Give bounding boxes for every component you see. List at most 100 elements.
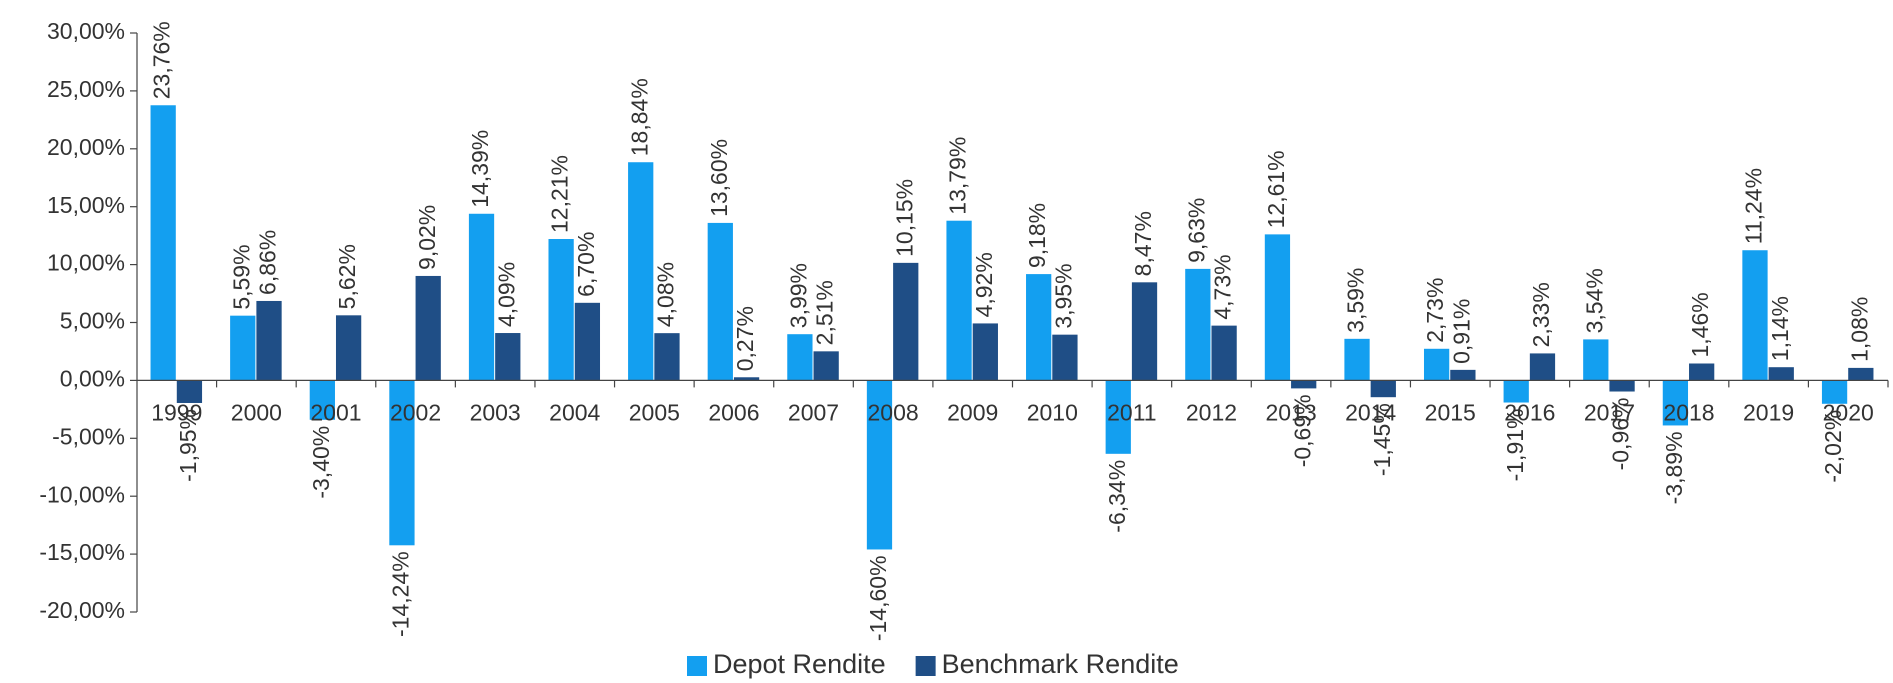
x-tick-label: 2017 <box>1584 399 1635 425</box>
x-tick-label: 2013 <box>1265 399 1316 425</box>
value-label: 6,86% <box>255 230 281 295</box>
value-label: 11,24% <box>1741 168 1767 244</box>
value-label: 5,62% <box>334 244 360 309</box>
bar <box>707 222 733 381</box>
value-label: 2,73% <box>1422 278 1448 343</box>
bar <box>1768 367 1794 381</box>
bar <box>1450 369 1476 381</box>
bar <box>1821 380 1848 404</box>
value-label: 9,02% <box>414 205 440 270</box>
bar <box>1689 363 1715 381</box>
bar <box>1344 338 1370 381</box>
value-label: 9,63% <box>1183 198 1209 263</box>
bar <box>733 377 760 381</box>
value-label: 9,18% <box>1024 203 1050 268</box>
value-label: 12,21% <box>547 155 573 233</box>
value-label: -1,95% <box>175 409 201 482</box>
value-label: 4,73% <box>1210 254 1236 319</box>
x-tick-label: 2000 <box>231 399 282 425</box>
bar <box>1291 380 1317 389</box>
bar <box>1026 274 1052 381</box>
bar <box>150 105 176 381</box>
value-label: 4,09% <box>493 262 519 327</box>
bar <box>1264 234 1291 381</box>
x-tick-label: 2004 <box>549 399 600 425</box>
value-label: 2,51% <box>812 280 838 345</box>
bar <box>548 239 574 381</box>
y-tick-label: 25,00% <box>47 76 125 102</box>
bar <box>1529 353 1556 381</box>
value-label: 1,46% <box>1687 292 1713 357</box>
bar <box>654 333 680 381</box>
value-label: -14,24% <box>388 551 414 637</box>
x-tick-label: 2005 <box>629 399 680 425</box>
value-label: -6,34% <box>1104 460 1130 533</box>
bar <box>972 323 998 381</box>
bar <box>1211 325 1237 381</box>
bar <box>628 162 654 381</box>
x-tick-label: 2008 <box>868 399 919 425</box>
x-tick-label: 2006 <box>708 399 759 425</box>
value-label: -2,02% <box>1820 410 1846 483</box>
x-tick-label: 2009 <box>947 399 998 425</box>
value-label: 1,08% <box>1846 297 1872 362</box>
x-tick-label: 2002 <box>390 399 441 425</box>
bar <box>1185 268 1211 381</box>
x-tick-label: 2015 <box>1425 399 1476 425</box>
bar <box>1131 282 1158 381</box>
value-label: -1,91% <box>1502 409 1528 482</box>
value-label: 13,79% <box>945 137 971 215</box>
x-tick-label: 2010 <box>1027 399 1078 425</box>
value-label: 23,76% <box>149 21 175 99</box>
value-label: -1,45% <box>1369 403 1395 476</box>
y-tick-label: 10,00% <box>47 250 125 276</box>
bar <box>787 334 813 381</box>
value-label: 3,54% <box>1581 268 1607 333</box>
value-label: 18,84% <box>626 78 652 156</box>
x-tick-label: 2016 <box>1504 399 1555 425</box>
value-label: 4,08% <box>653 262 679 327</box>
bar <box>893 262 919 381</box>
bar <box>813 351 839 381</box>
y-tick-label: -15,00% <box>39 539 125 565</box>
bar <box>389 380 415 546</box>
y-tick-label: 0,00% <box>60 365 125 391</box>
value-label: 3,99% <box>785 263 811 328</box>
value-label: 10,15% <box>891 179 917 257</box>
legend-swatch <box>915 656 936 676</box>
bar <box>866 380 893 550</box>
bar <box>176 380 203 403</box>
y-tick-label: 30,00% <box>47 18 125 44</box>
bar <box>495 333 521 381</box>
legend-label: Benchmark Rendite <box>942 649 1179 679</box>
bar <box>1105 380 1131 454</box>
bar <box>1423 348 1450 381</box>
legend-swatch <box>687 656 707 676</box>
y-tick-label: -5,00% <box>52 423 125 449</box>
y-tick-label: -20,00% <box>39 597 125 623</box>
x-tick-label: 1999 <box>151 399 202 425</box>
value-label: 5,59% <box>228 244 254 309</box>
y-tick-label: -10,00% <box>39 481 125 507</box>
value-label: 2,33% <box>1528 282 1554 347</box>
value-label: 8,47% <box>1130 211 1156 276</box>
bar <box>415 275 441 381</box>
value-label: -3,89% <box>1661 431 1687 504</box>
value-label: 3,59% <box>1343 268 1369 333</box>
x-tick-label: 2012 <box>1186 399 1237 425</box>
value-label: 14,39% <box>467 130 493 208</box>
bar <box>1742 250 1768 381</box>
bar <box>230 315 256 381</box>
value-label: 3,95% <box>1051 263 1077 328</box>
y-tick-label: 15,00% <box>47 192 125 218</box>
x-tick-label: 2018 <box>1663 399 1714 425</box>
value-label: -14,60% <box>865 555 891 641</box>
x-tick-label: 2007 <box>788 399 839 425</box>
value-label: 0,91% <box>1448 299 1474 364</box>
value-label: -0,96% <box>1608 398 1634 471</box>
value-label: 4,92% <box>971 252 997 317</box>
value-label: 0,27% <box>732 306 758 371</box>
value-label: 13,60% <box>706 139 732 217</box>
x-tick-label: 2019 <box>1743 399 1794 425</box>
x-tick-label: 2011 <box>1107 399 1156 425</box>
